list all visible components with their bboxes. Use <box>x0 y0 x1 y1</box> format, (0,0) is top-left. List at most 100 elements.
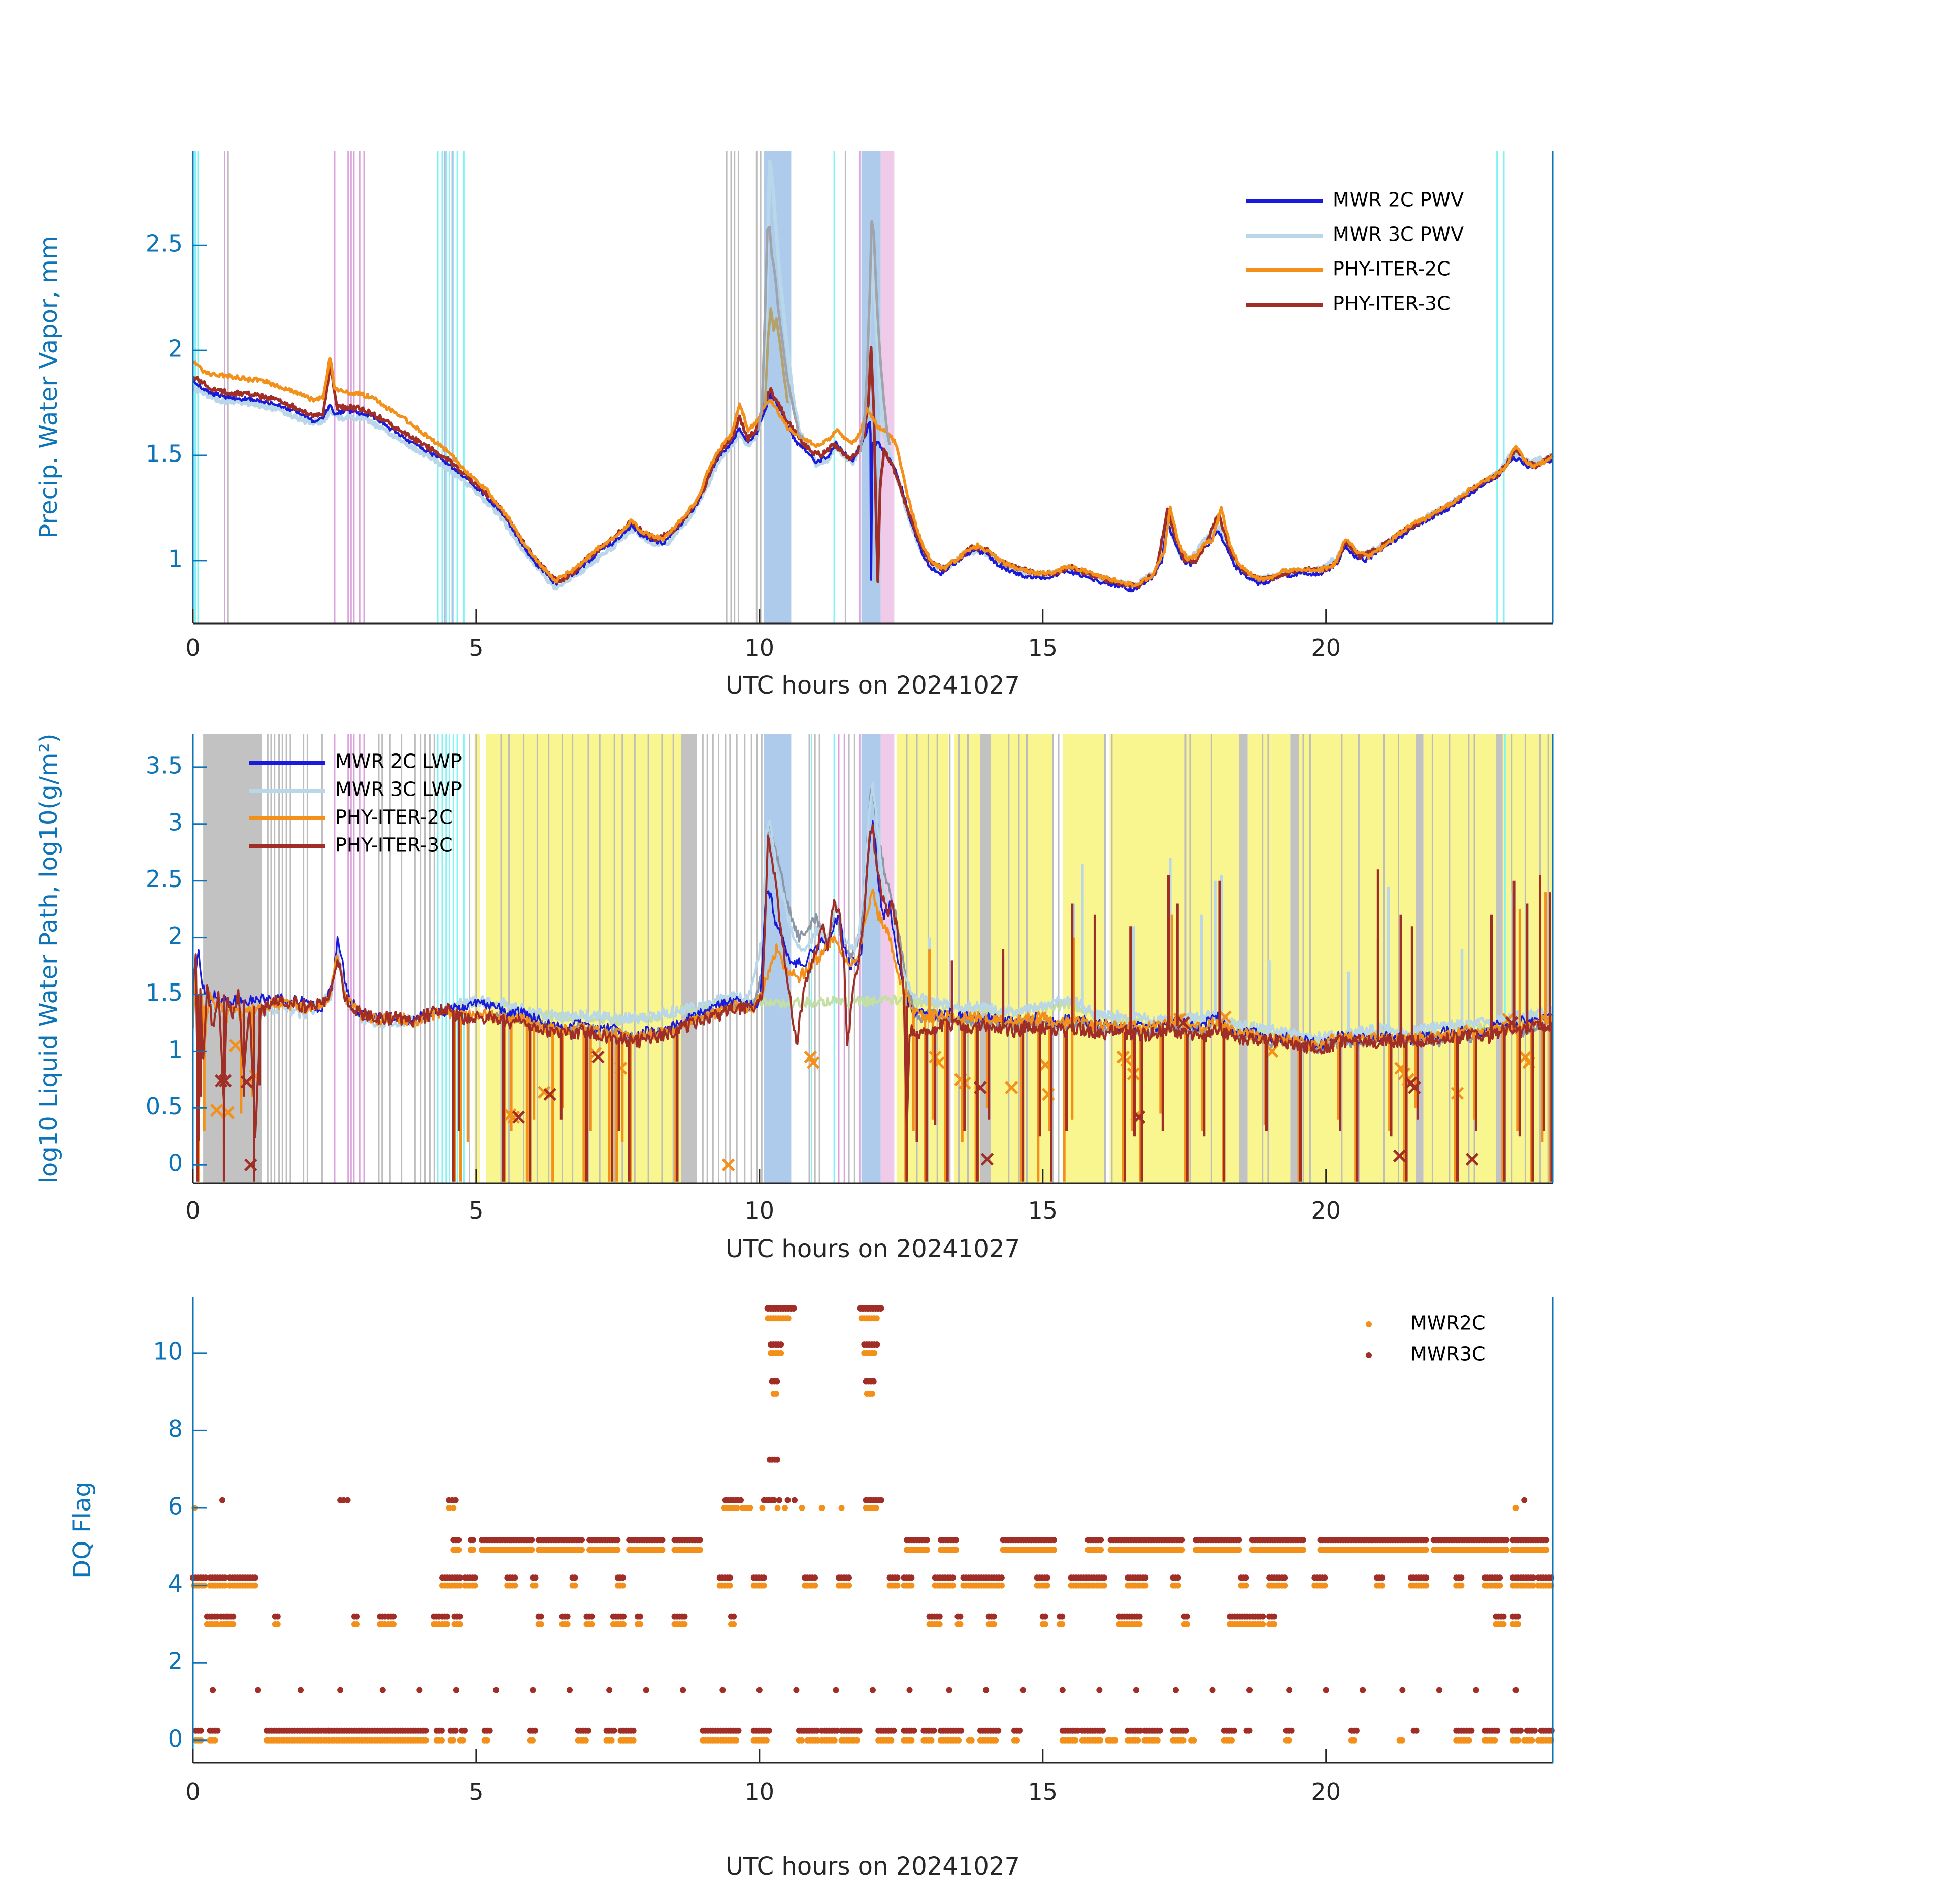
dq-dot <box>782 1505 788 1511</box>
dq-dot <box>774 1378 780 1385</box>
x-tick-label: 15 <box>1028 1778 1058 1805</box>
x-tick-label: 0 <box>185 634 200 662</box>
dq-dot <box>853 1737 860 1744</box>
dq-dot <box>928 1737 935 1744</box>
dq-dot <box>873 1315 880 1322</box>
dq-dot <box>1142 1582 1149 1589</box>
dq-dot <box>924 1547 931 1553</box>
dq-dot <box>993 1737 999 1744</box>
dq-dot <box>630 1727 637 1734</box>
dq-dot <box>1473 1687 1479 1693</box>
x-tick-label: 20 <box>1311 634 1341 662</box>
dq-dot <box>1399 1737 1405 1744</box>
dq-dot <box>470 1547 476 1553</box>
dq-dot <box>1136 1621 1143 1627</box>
dq-dot <box>856 1727 863 1734</box>
dq-dot <box>450 1505 457 1511</box>
legend-swatch-dot <box>1366 1321 1372 1327</box>
dq-dot <box>733 1737 740 1744</box>
event-band <box>1239 734 1248 1183</box>
dq-dot <box>991 1613 997 1620</box>
x-tick-label: 5 <box>469 1778 483 1805</box>
dq-dot <box>731 1613 737 1620</box>
dq-dot <box>1423 1537 1429 1544</box>
dq-dot <box>438 1737 445 1744</box>
event-band <box>1290 734 1299 1183</box>
dq-dot <box>564 1613 571 1620</box>
x-marker <box>215 1074 228 1088</box>
dq-dot <box>1543 1537 1550 1544</box>
x-axis-label: UTC hours on 20241027 <box>726 1235 1020 1263</box>
dq-dot <box>870 1687 876 1693</box>
dq-dot <box>614 1537 621 1544</box>
dq-dot <box>831 1737 838 1744</box>
dq-dot <box>846 1582 852 1589</box>
x-tick-label: 15 <box>1028 1197 1058 1224</box>
dq-dot <box>878 1497 884 1503</box>
scatter-mwr3c <box>190 1305 1555 1734</box>
dq-dot <box>1512 1687 1519 1693</box>
dq-dot <box>1098 1547 1104 1553</box>
y-tick-label: 2 <box>168 922 183 949</box>
event-band <box>474 734 480 1183</box>
dq-dot <box>1322 1582 1328 1589</box>
x-marker <box>974 1081 987 1094</box>
dq-dot <box>588 1621 595 1627</box>
y-tick-label: 3 <box>168 808 183 836</box>
legend-label: MWR3C <box>1410 1343 1485 1365</box>
dq-dot <box>799 1737 805 1744</box>
x-marker <box>807 1056 820 1069</box>
dq-dot <box>1413 1727 1420 1734</box>
dq-dot <box>1016 1727 1023 1734</box>
dq-dot <box>1300 1547 1306 1553</box>
dq-dot <box>1136 1613 1143 1620</box>
dq-dot <box>222 1574 228 1581</box>
dq-dot <box>1133 1687 1139 1693</box>
dq-dot <box>1515 1613 1521 1620</box>
legend-label: MWR 3C PWV <box>1333 223 1464 246</box>
dq-dot <box>1503 1537 1510 1544</box>
dq-dot <box>252 1574 258 1581</box>
dq-dot <box>833 1687 839 1693</box>
dq-dot <box>874 1341 880 1348</box>
x-tick-label: 0 <box>185 1778 200 1805</box>
series-masked-gray-a <box>757 225 803 439</box>
dq-dot <box>983 1687 990 1693</box>
dq-dot <box>198 1727 204 1734</box>
dq-dot <box>958 1727 965 1734</box>
dq-dot <box>871 1350 878 1356</box>
dq-dot <box>774 1505 781 1511</box>
dq-dot <box>452 1497 459 1503</box>
dq-dot <box>1468 1727 1475 1734</box>
dq-dot <box>532 1574 539 1581</box>
dq-dot <box>894 1582 901 1589</box>
dq-dot <box>1515 1621 1521 1627</box>
dq-dot <box>778 1350 784 1356</box>
dq-dot <box>529 1547 535 1553</box>
dq-dot <box>1458 1582 1465 1589</box>
dq-dot <box>870 1378 877 1385</box>
dq-dot <box>1530 1582 1537 1589</box>
dq-dot <box>949 1582 956 1589</box>
x-marker <box>1120 1054 1133 1067</box>
dq-dot <box>998 1582 1005 1589</box>
dq-dot <box>789 1305 797 1312</box>
dq-dot <box>619 1574 626 1581</box>
dq-dot <box>888 1737 895 1744</box>
dq-dot <box>773 1391 779 1397</box>
legend-label: PHY-ITER-2C <box>335 806 453 829</box>
dq-dot <box>1322 1574 1328 1581</box>
dq-dot <box>444 1613 450 1620</box>
dq-dot <box>774 1456 780 1463</box>
x-marker <box>240 1075 253 1089</box>
dq-dot <box>1059 1687 1066 1693</box>
event-band <box>681 734 697 1183</box>
dq-dot <box>1497 1574 1503 1581</box>
dq-dot <box>1281 1574 1288 1581</box>
dq-dot <box>637 1613 643 1620</box>
dq-dot <box>1353 1727 1360 1734</box>
x-marker <box>507 1110 520 1124</box>
dq-dot <box>894 1574 901 1581</box>
dq-dot <box>1521 1497 1528 1503</box>
